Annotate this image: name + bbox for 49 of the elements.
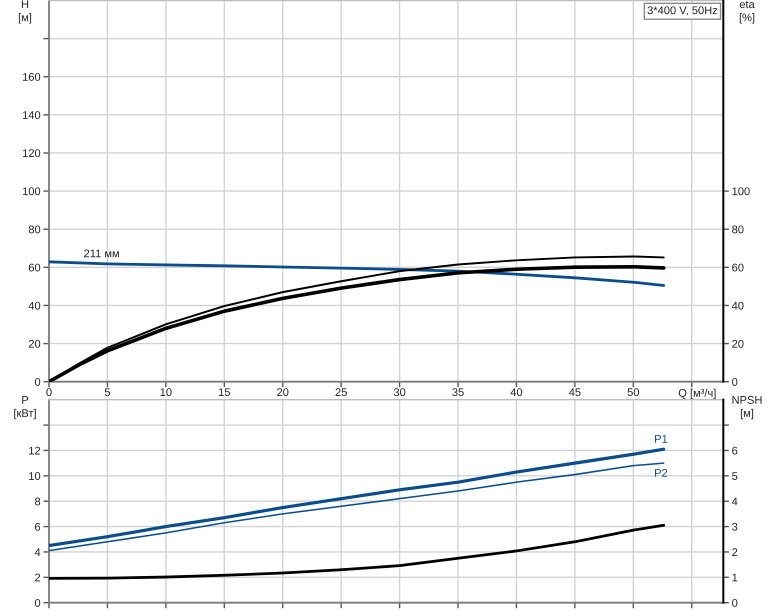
y2-tick-label: 4: [732, 498, 738, 506]
y2-tick-label: 1: [732, 574, 738, 582]
y-tick-label: 4: [34, 548, 40, 556]
y-tick-label: 20: [28, 340, 40, 348]
y2-tick-label: 80: [732, 225, 744, 234]
x-axis-title: Q [м³/ч]: [678, 388, 716, 399]
y-tick-label: 100: [22, 187, 40, 196]
x-tick-label: 50: [628, 388, 640, 396]
y-tick-label: 160: [22, 73, 40, 81]
y2-tick-label: 60: [732, 264, 744, 272]
y-tick-label: 0: [34, 598, 40, 607]
y2-axis-title: NPSH [м]: [732, 396, 762, 420]
x-tick-label: 20: [277, 388, 288, 396]
y2-tick-label: 2: [732, 548, 738, 556]
y-axis-title: H [м]: [18, 0, 32, 24]
series-label: P1: [655, 435, 668, 443]
y-tick-label: 12: [29, 446, 40, 454]
series-label: P2: [655, 468, 668, 477]
y-tick-label: 2: [35, 574, 40, 582]
y-tick-label: 6: [35, 522, 40, 531]
y2-tick-label: 0: [732, 378, 738, 386]
x-tick-label: 5: [104, 388, 110, 396]
y-tick-label: 8: [34, 497, 40, 506]
x-tick-label: 0: [46, 388, 52, 396]
y-tick-label: 40: [28, 302, 40, 310]
x-tick-label: 40: [510, 388, 522, 396]
y-tick-label: 80: [28, 225, 40, 234]
y2-tick-label: 20: [732, 340, 744, 348]
x-tick-label: 15: [218, 388, 230, 396]
x-tick-label: 25: [336, 388, 347, 396]
y-tick-label: 0: [34, 378, 40, 386]
x-tick-label: 35: [452, 388, 464, 396]
y2-tick-label: 6: [732, 446, 738, 455]
chart-title: 3*400 V, 50Hz: [648, 6, 718, 16]
x-tick-label: 30: [394, 388, 406, 396]
y2-tick-label: 3: [732, 522, 738, 531]
y2-axis-title: eta [%]: [740, 0, 755, 24]
y2-tick-label: 0: [732, 598, 738, 607]
y-tick-label: 120: [22, 149, 40, 158]
y-tick-label: 60: [28, 264, 40, 272]
y2-tick-label: 5: [732, 472, 738, 480]
y2-tick-label: 40: [732, 302, 744, 310]
y-tick-label: 10: [29, 472, 40, 480]
y-tick-label: 140: [22, 111, 40, 119]
x-tick-label: 45: [568, 388, 581, 396]
y2-tick-label: 100: [732, 187, 750, 196]
x-tick-label: 10: [160, 388, 172, 396]
y-axis-title: P [кВт]: [14, 396, 36, 420]
annotation: 211 мм: [84, 249, 119, 258]
